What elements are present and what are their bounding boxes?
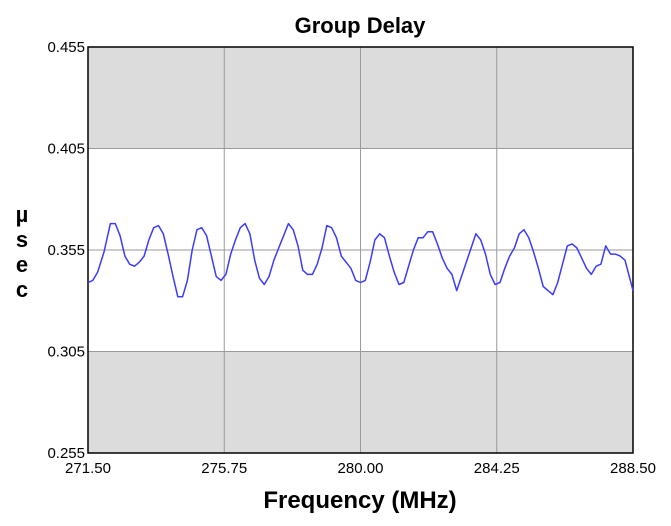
y-axis-label-char-3: c [16,277,28,302]
x-tick-label-3: 284.25 [474,460,520,477]
x-tick-label-2: 280.00 [338,460,384,477]
y-tick-label-2: 0.355 [47,242,85,259]
y-tick-label-1: 0.405 [47,141,85,158]
y-axis-label-char-1: s [16,227,28,252]
y-axis-label-char-0: µ [16,202,29,227]
y-axis-label-char-2: e [16,252,28,277]
y-tick-label-3: 0.305 [47,344,85,361]
x-tick-label-4: 288.50 [610,460,656,477]
series-line-0 [87,222,634,298]
y-tick-labels: 0.455 0.405 0.355 0.305 0.255 [47,39,85,462]
y-tick-label-4: 0.255 [47,445,85,462]
chart-title: Group Delay [295,13,427,38]
x-tick-labels: 271.50 275.75 280.00 284.25 288.50 [65,460,656,477]
y-tick-label-0: 0.455 [47,39,85,56]
x-tick-label-0: 271.50 [65,460,111,477]
x-tick-label-1: 275.75 [201,460,247,477]
series-layer [87,222,634,298]
x-axis-label: Frequency (MHz) [263,487,456,514]
plot-frame [87,46,634,454]
